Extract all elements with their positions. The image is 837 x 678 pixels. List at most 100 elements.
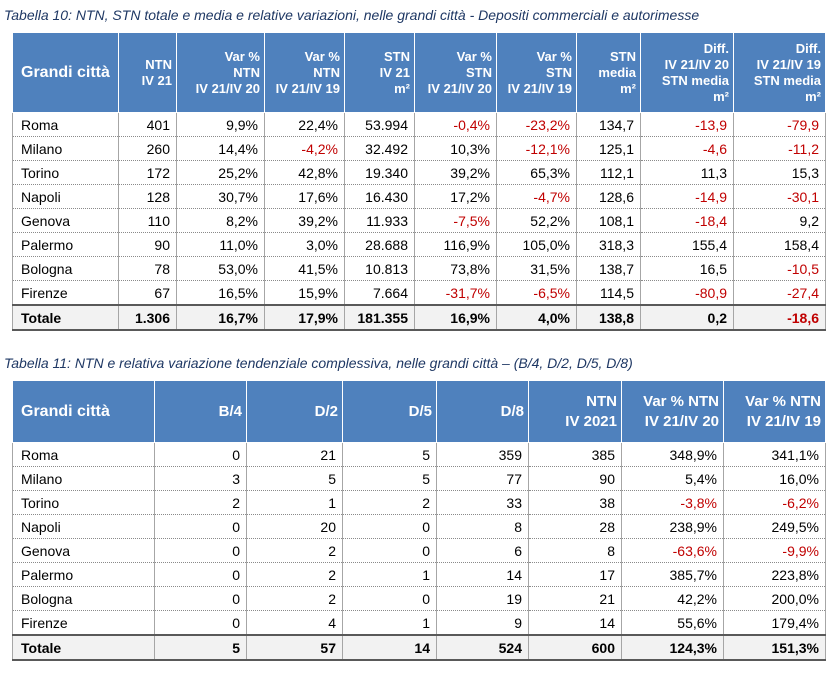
table10: Grandi città NTN IV 21 Var % NTN IV 21/IV 20 V… <box>12 32 826 331</box>
value-cell: 4 <box>246 610 343 636</box>
value-cell: 0 <box>154 442 247 467</box>
value-cell: -80,9 <box>640 280 734 306</box>
column-header-city: Grandi città <box>12 32 119 113</box>
value-cell: 33 <box>436 490 529 515</box>
value-cell: 16,5 <box>640 256 734 281</box>
value-cell: 53,0% <box>176 256 265 281</box>
table-row: Torino 2 1 2 33 38 -3,8% -6,2% <box>12 490 826 515</box>
value-cell: 179,4% <box>723 610 826 636</box>
value-cell: 55,6% <box>621 610 724 636</box>
header-line: D/5 <box>408 402 432 420</box>
value-cell: 134,7 <box>576 112 641 137</box>
value-cell: 5,4% <box>621 466 724 491</box>
table10-caption: Tabella 10: NTN, STN totale e media e re… <box>4 7 700 23</box>
value-cell: 42,8% <box>264 160 345 185</box>
header-line: B/4 <box>218 402 242 420</box>
value-cell: 600 <box>528 634 622 661</box>
table11-header-row: Grandi città B/4 D/2 D/5 D/8 NTN IV 2021 Var % … <box>12 380 826 443</box>
header-line: NTN <box>586 392 617 410</box>
city-cell: Firenze <box>12 610 155 636</box>
header-line: m² <box>713 88 729 104</box>
header-line: IV 21/IV 20 <box>195 80 260 96</box>
column-header: D/2 <box>246 380 343 443</box>
value-cell: -4,7% <box>496 184 577 209</box>
header-line: IV 21/IV 19 <box>756 56 821 72</box>
table-row: Palermo 0 2 1 14 17 385,7% 223,8% <box>12 562 826 587</box>
value-cell: 348,9% <box>621 442 724 467</box>
table-row: Genova 110 8,2% 39,2% 11.933 -7,5% 52,2% 108,1-… <box>12 208 826 233</box>
value-cell: 2 <box>342 490 437 515</box>
value-cell: 16,0% <box>723 466 826 491</box>
value-cell: -4,2% <box>264 136 345 161</box>
table-row: Napoli 128 30,7% 17,6% 16.430 17,2% -4,7% 128,6… <box>12 184 826 209</box>
city-cell: Genova <box>12 538 155 563</box>
value-cell: 57 <box>246 634 343 661</box>
value-cell: -79,9 <box>733 112 826 137</box>
column-header: Var % NTN IV 21/IV 19 <box>264 32 345 113</box>
value-cell: 8,2% <box>176 208 265 233</box>
value-cell: 8 <box>436 514 529 539</box>
header-line: IV 21/IV 20 <box>664 56 729 72</box>
value-cell: 2 <box>154 490 247 515</box>
value-cell: 128,6 <box>576 184 641 209</box>
value-cell: 105,0% <box>496 232 577 257</box>
table-row: Bologna 0 2 0 19 21 42,2% 200,0% <box>12 586 826 611</box>
value-cell: 4,0% <box>496 304 577 331</box>
value-cell: 20 <box>246 514 343 539</box>
value-cell: 249,5% <box>723 514 826 539</box>
value-cell: 39,2% <box>414 160 497 185</box>
value-cell: -6,2% <box>723 490 826 515</box>
value-cell: 341,1% <box>723 442 826 467</box>
column-header: Var % NTN IV 21/IV 20 <box>176 32 265 113</box>
header-line: STN media <box>753 72 821 88</box>
header-line: NTN <box>233 64 260 80</box>
value-cell: 38 <box>528 490 622 515</box>
header-line: Grandi città <box>21 402 110 420</box>
value-cell: 155,4 <box>640 232 734 257</box>
value-cell: 53.994 <box>344 112 415 137</box>
city-cell: Roma <box>12 112 119 137</box>
header-line: Var % <box>456 48 492 64</box>
header-line: Var % <box>536 48 572 64</box>
table-row: Torino 172 25,2% 42,8% 19.340 39,2% 65,3% 112,1… <box>12 160 826 185</box>
city-cell: Totale <box>12 304 119 331</box>
value-cell: 108,1 <box>576 208 641 233</box>
value-cell: 28 <box>528 514 622 539</box>
value-cell: 19.340 <box>344 160 415 185</box>
column-header: NTN IV 21 <box>118 32 177 113</box>
value-cell: 14,4% <box>176 136 265 161</box>
value-cell: 110 <box>118 208 177 233</box>
value-cell: 9 <box>436 610 529 636</box>
column-header: Diff. IV 21/IV 20 STN media m² <box>640 32 734 113</box>
header-line: Var % <box>224 48 260 64</box>
value-cell: 22,4% <box>264 112 345 137</box>
header-line: IV 21/IV 19 <box>507 80 572 96</box>
value-cell: 401 <box>118 112 177 137</box>
column-header: Var % STN IV 21/IV 20 <box>414 32 497 113</box>
value-cell: 1 <box>246 490 343 515</box>
column-header: Diff. IV 21/IV 19 STN media m² <box>733 32 826 113</box>
column-header: Var % STN IV 21/IV 19 <box>496 32 577 113</box>
value-cell: 112,1 <box>576 160 641 185</box>
value-cell: 158,4 <box>733 232 826 257</box>
value-cell: 385 <box>528 442 622 467</box>
value-cell: 2 <box>246 538 343 563</box>
value-cell: 8 <box>528 538 622 563</box>
header-line: IV 21/IV 20 <box>427 80 492 96</box>
value-cell: 151,3% <box>723 634 826 661</box>
header-line: Diff. <box>795 40 821 56</box>
value-cell: 67 <box>118 280 177 306</box>
value-cell: 90 <box>528 466 622 491</box>
value-cell: 31,5% <box>496 256 577 281</box>
header-line: STN <box>546 64 572 80</box>
value-cell: -11,2 <box>733 136 826 161</box>
value-cell: 90 <box>118 232 177 257</box>
city-cell: Milano <box>12 136 119 161</box>
header-line: Var % NTN <box>745 392 821 410</box>
header-line: Diff. <box>703 40 729 56</box>
city-cell: Genova <box>12 208 119 233</box>
value-cell: 238,9% <box>621 514 724 539</box>
value-cell: 200,0% <box>723 586 826 611</box>
table11: Grandi città B/4 D/2 D/5 D/8 NTN IV 2021 Var % … <box>12 380 826 661</box>
city-cell: Palermo <box>12 562 155 587</box>
